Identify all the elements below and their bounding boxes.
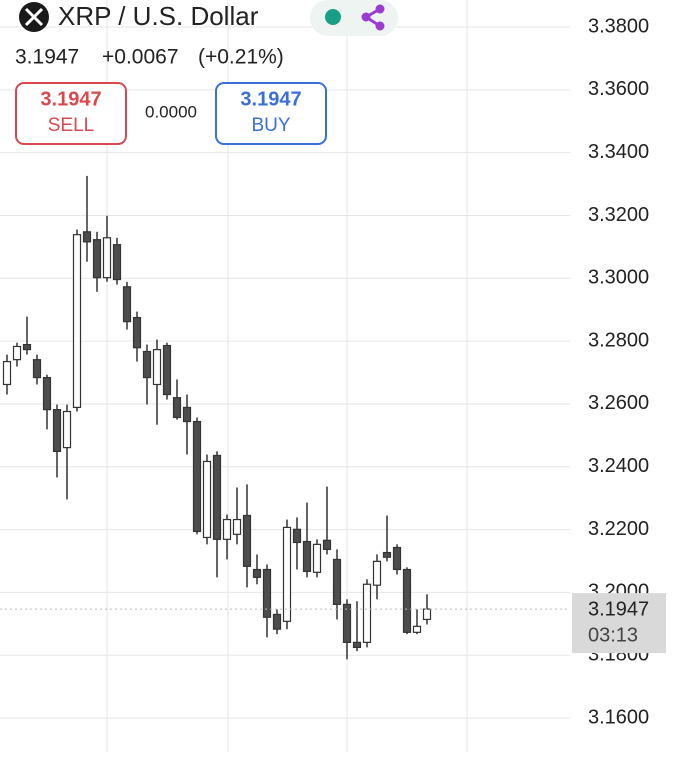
candle-body [222, 518, 232, 540]
candle-body [362, 583, 372, 643]
candle-body [82, 231, 92, 243]
price-grid [0, 26, 570, 719]
y-tick-label: 3.3800 [588, 15, 649, 37]
sell-button[interactable] [15, 82, 127, 145]
candle-body [152, 349, 162, 386]
candle-body [142, 350, 152, 379]
candle-body [282, 526, 292, 622]
candle-body [132, 316, 142, 349]
candle-body [312, 543, 322, 573]
candle-body [232, 518, 242, 535]
spread: 0.0000 [145, 102, 197, 121]
status-dot [325, 9, 341, 25]
candle-body [402, 568, 412, 633]
candle-body [392, 546, 402, 571]
candle-body [72, 234, 82, 409]
buy-price: 3.1947 [240, 88, 301, 110]
y-tick-label: 3.3600 [588, 78, 649, 100]
candle-body [302, 540, 312, 572]
candle-body [272, 613, 282, 630]
candle-body [22, 343, 32, 351]
y-tick-label: 3.3400 [588, 141, 649, 163]
y-tick-label: 3.2200 [588, 518, 649, 540]
candle-body [422, 608, 432, 621]
countdown: 03:13 [588, 624, 638, 646]
sell-label: SELL [48, 115, 94, 136]
y-tick-label: 3.2400 [588, 455, 649, 477]
change-pct: (+0.21%) [198, 46, 284, 69]
candle-body [92, 239, 102, 279]
logo-mark [24, 7, 44, 27]
candle-body [12, 345, 22, 361]
candle-body [252, 568, 262, 578]
candle-body [372, 560, 382, 586]
candle-body [52, 409, 62, 452]
candle-body [322, 539, 332, 550]
candle-body [292, 528, 302, 544]
candle-body [212, 454, 222, 540]
y-tick-label: 3.2600 [588, 392, 649, 414]
last-price-label: 3.1947 [588, 598, 649, 620]
candle-body [192, 420, 202, 533]
candle-body [42, 376, 52, 411]
candle-body [352, 641, 362, 648]
status-pill[interactable] [310, 0, 398, 36]
last-price-tag [572, 593, 666, 654]
candle-body [242, 514, 252, 567]
candle-body [202, 460, 212, 539]
y-tick-label: 3.3000 [588, 267, 649, 289]
sell-price: 3.1947 [40, 88, 101, 110]
candle-body [32, 359, 42, 379]
candle-body [162, 344, 172, 396]
buy-label: BUY [251, 115, 290, 136]
change: +0.0067 [102, 46, 179, 69]
candle-body [382, 551, 392, 558]
candle-body [332, 558, 342, 605]
plot [0, 26, 570, 719]
candle-body [262, 568, 272, 618]
y-tick-label: 3.3200 [588, 204, 649, 226]
candle-body [122, 286, 132, 323]
share-icon[interactable] [361, 4, 385, 31]
symbol: XRP / U.S. Dollar [58, 1, 259, 31]
buy-button[interactable] [215, 82, 327, 145]
candle-body [342, 603, 352, 643]
y-tick-label: 3.2800 [588, 329, 649, 351]
y-tick-label: 3.1600 [588, 706, 649, 728]
candle-body [102, 237, 112, 279]
candle-body [412, 625, 422, 633]
candle-body [182, 406, 192, 423]
candle-body [112, 244, 122, 281]
trade-buttons: 3.1947 SELL 0.0000 3.1947 BUY [15, 82, 327, 145]
header: XRP / U.S. Dollar 3.1947 +0.0067 (+0.21%… [15, 0, 398, 69]
candle-body [172, 397, 182, 419]
candle-body [2, 360, 12, 386]
price: 3.1947 [15, 46, 79, 69]
candle-body [62, 410, 72, 449]
